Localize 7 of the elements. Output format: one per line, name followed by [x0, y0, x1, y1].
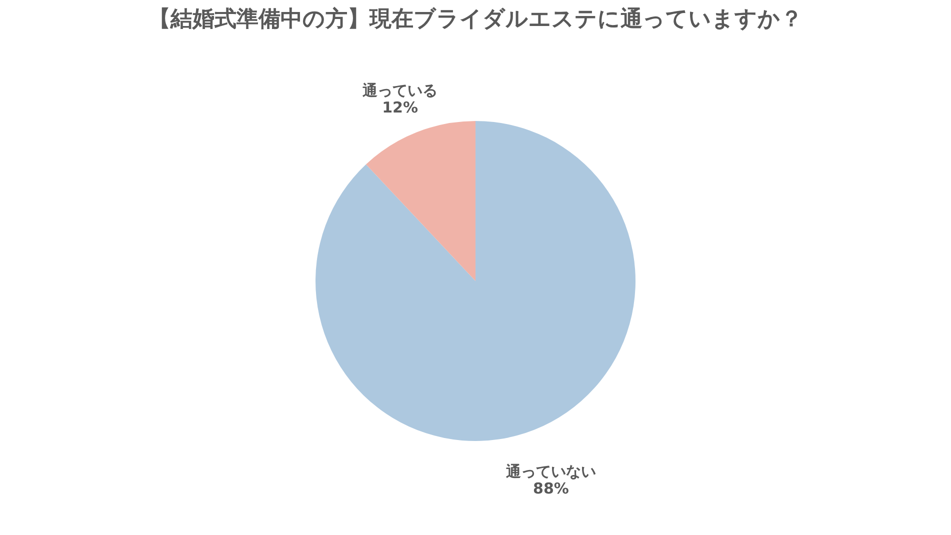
pie-slice	[366, 121, 476, 281]
slice-label: 通っていない	[504, 462, 596, 481]
data-label: 12%	[382, 98, 418, 116]
data-label: 88%	[533, 480, 569, 498]
chart-title: 【結婚式準備中の方】現在ブライダルエステに通っていますか？	[148, 6, 802, 32]
slice-label: 通っている	[362, 81, 438, 100]
pie-slice	[316, 121, 636, 441]
